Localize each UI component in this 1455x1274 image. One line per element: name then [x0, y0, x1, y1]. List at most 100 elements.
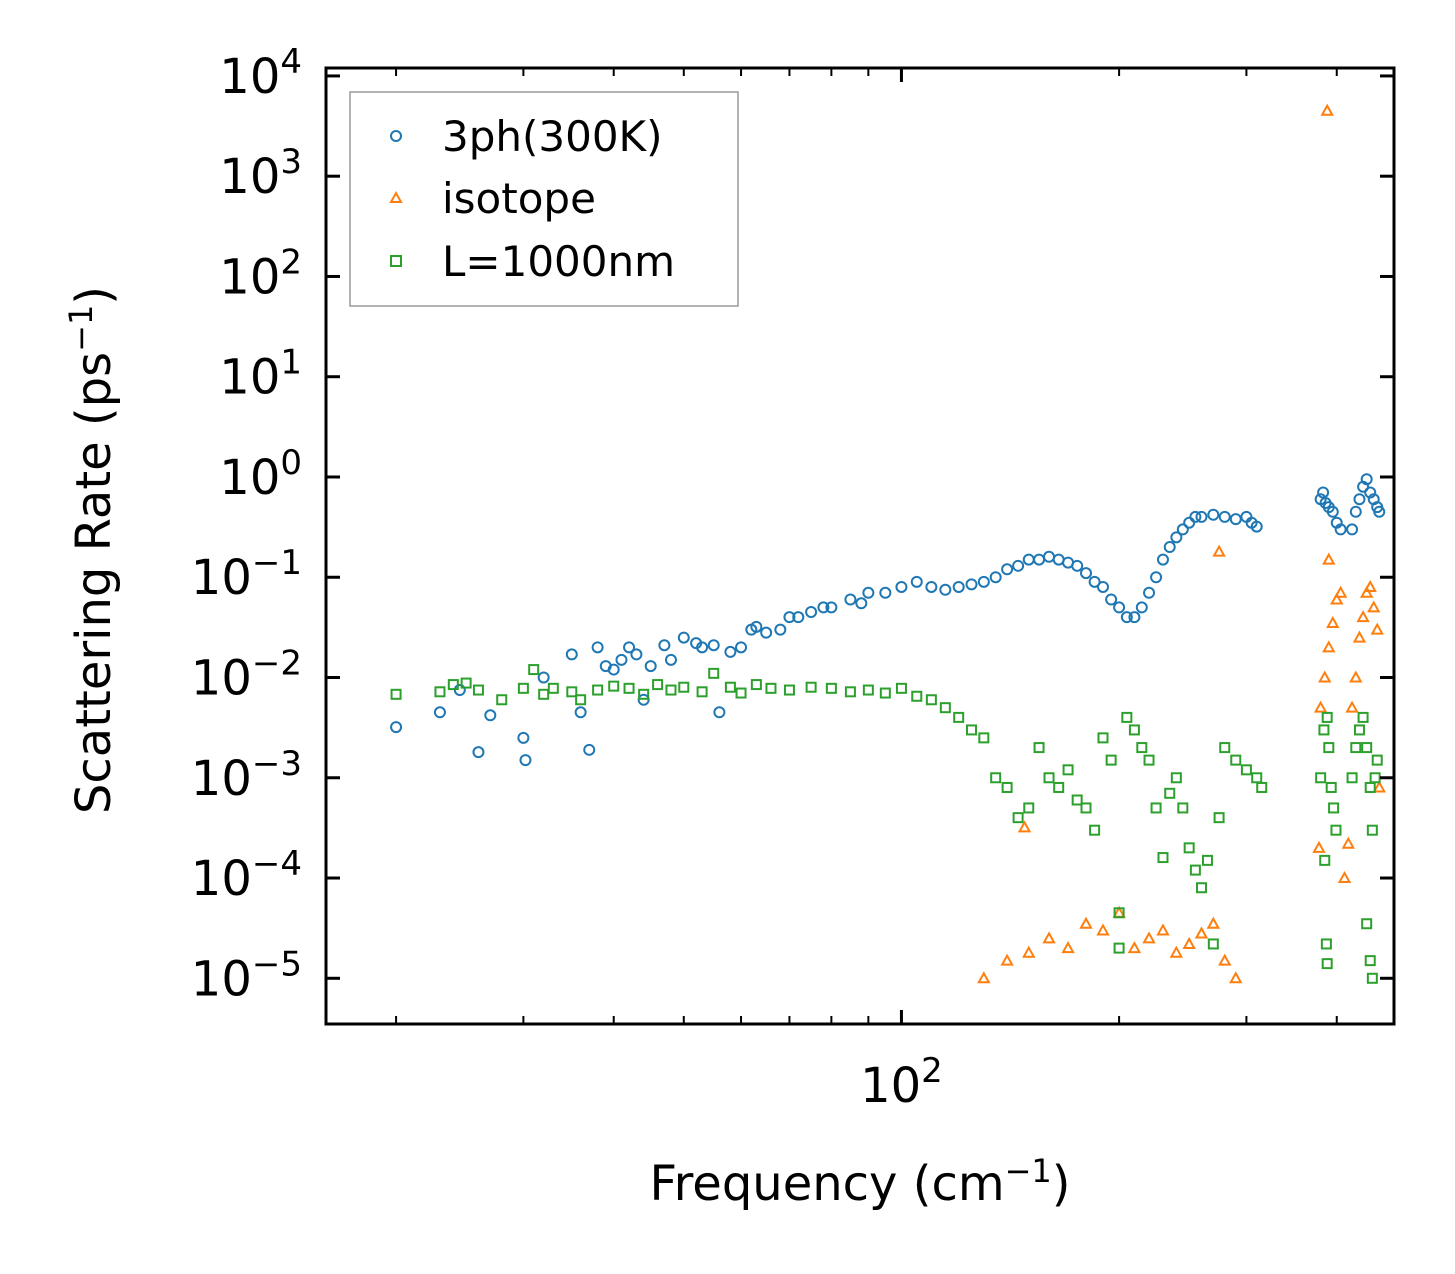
- data-point: [1318, 670, 1332, 683]
- data-point: [1357, 711, 1369, 723]
- data-point: [591, 641, 604, 654]
- y-tick-label: 102: [219, 242, 302, 305]
- data-point: [1364, 486, 1377, 499]
- data-point: [1334, 523, 1347, 536]
- data-point: [1326, 505, 1339, 518]
- data-point: [575, 694, 587, 706]
- data-point: [1323, 742, 1335, 754]
- data-point: [1346, 523, 1359, 536]
- data-point: [1350, 742, 1362, 754]
- data-point: [1170, 772, 1182, 784]
- data-point: [862, 586, 875, 599]
- y-tick-label: 10−4: [191, 844, 302, 907]
- data-point: [1164, 787, 1176, 799]
- data-point: [538, 688, 550, 700]
- data-point: [879, 586, 892, 599]
- y-tick-label: 10−5: [191, 944, 302, 1007]
- data-point: [460, 677, 472, 689]
- data-point: [1320, 938, 1332, 950]
- plot-frame: [324, 66, 1396, 1026]
- data-point: [1195, 882, 1207, 894]
- legend-entry-boundary: L=1000nm: [390, 237, 675, 286]
- data-point: [1364, 955, 1376, 967]
- data-point: [1022, 945, 1036, 958]
- data-point: [566, 686, 578, 698]
- data-point: [496, 694, 508, 706]
- data-point: [1361, 742, 1373, 754]
- data-point: [1201, 854, 1213, 866]
- data-point: [1177, 802, 1189, 814]
- data-point: [750, 679, 762, 691]
- data-point: [1317, 486, 1330, 499]
- data-point: [1176, 523, 1189, 536]
- data-point: [1089, 824, 1101, 836]
- data-point: [1113, 942, 1125, 954]
- data-point: [1001, 563, 1014, 576]
- data-point: [537, 671, 550, 684]
- data-point: [447, 679, 459, 691]
- data-point: [911, 690, 923, 702]
- data-point: [1182, 936, 1196, 949]
- legend-entry-isotope: isotope: [389, 174, 596, 223]
- data-point: [1207, 508, 1220, 521]
- data-point: [1142, 931, 1156, 944]
- data-point: [1218, 953, 1232, 966]
- data-point: [1097, 732, 1109, 744]
- data-point: [1333, 585, 1348, 598]
- data-point: [735, 641, 748, 654]
- data-point: [925, 580, 938, 593]
- data-point: [1356, 610, 1370, 623]
- data-point: [1318, 724, 1330, 736]
- y-axis-title: Scattering Rate (ps−1): [62, 286, 122, 814]
- data-point: [517, 731, 530, 744]
- data-point: [1128, 611, 1141, 624]
- data-point: [630, 648, 643, 661]
- data-point: [1213, 812, 1225, 824]
- data-point: [735, 687, 747, 699]
- y-tick-label: 104: [219, 42, 302, 105]
- data-point: [805, 606, 818, 619]
- data-point: [1079, 916, 1093, 929]
- data-point: [623, 682, 635, 694]
- data-point: [713, 706, 726, 719]
- data-point: [1218, 510, 1231, 523]
- data-point: [1195, 510, 1208, 523]
- data-point: [895, 580, 908, 593]
- x-tick-label: 102: [860, 1051, 943, 1114]
- data-point: [953, 711, 965, 723]
- data-point: [1229, 513, 1242, 526]
- data-point: [677, 631, 690, 644]
- data-point: [1366, 972, 1378, 984]
- data-point: [1183, 842, 1195, 854]
- data-point: [1330, 592, 1344, 605]
- data-point: [1349, 505, 1362, 518]
- data-point: [989, 571, 1002, 584]
- data-point: [977, 971, 991, 984]
- y-tick-label: 10−3: [191, 744, 302, 807]
- data-point: [952, 580, 965, 593]
- data-point: [1371, 754, 1383, 766]
- data-point: [1337, 870, 1352, 884]
- data-point: [792, 611, 805, 624]
- data-point: [1001, 781, 1013, 793]
- data-point: [1367, 600, 1381, 613]
- legend-label-boundary: L=1000nm: [442, 237, 675, 286]
- data-point: [565, 648, 578, 661]
- data-point: [1315, 772, 1327, 784]
- legend-label-isotope: isotope: [442, 174, 596, 223]
- data-point: [966, 724, 978, 736]
- data-point: [1321, 711, 1333, 723]
- data-point: [1250, 520, 1263, 533]
- data-point: [783, 684, 795, 696]
- data-point: [1319, 854, 1331, 866]
- legend: 3ph(300K) isotope L=1000nm: [349, 91, 739, 307]
- data-point: [1012, 812, 1024, 824]
- data-point: [1326, 615, 1340, 628]
- data-point: [1372, 780, 1386, 793]
- data-point: [1150, 571, 1163, 584]
- data-point: [484, 709, 497, 722]
- data-point: [472, 684, 484, 696]
- data-point: [1033, 742, 1045, 754]
- data-point: [1321, 958, 1333, 970]
